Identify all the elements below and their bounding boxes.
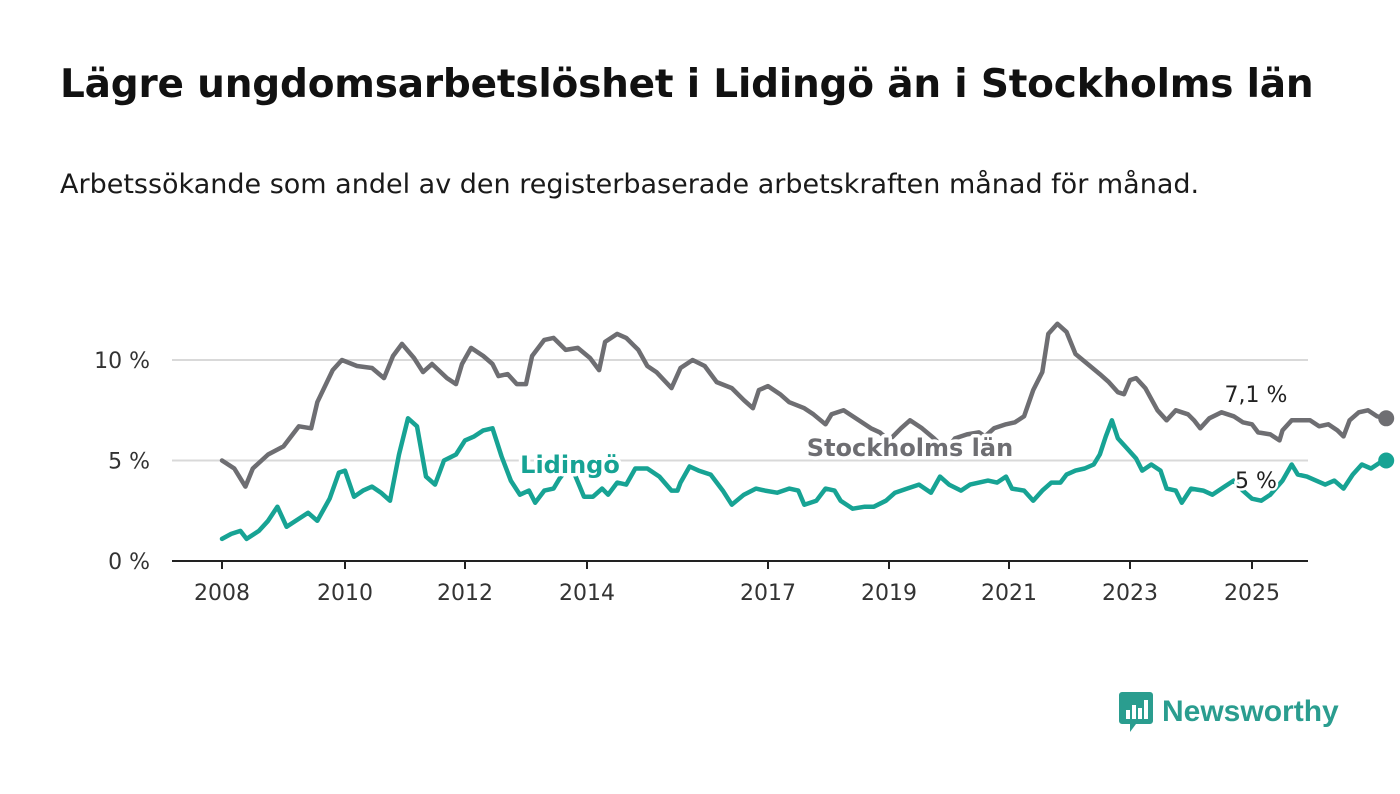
series-labels: Stockholms län Lidingö 7,1 % 5 % xyxy=(517,381,1290,497)
x-tick-label: 2017 xyxy=(740,581,796,606)
x-tick-label: 2012 xyxy=(437,581,493,606)
series-endpoint xyxy=(1378,410,1395,427)
y-tick-label: 10 % xyxy=(94,349,150,374)
x-tick-label: 2010 xyxy=(317,581,373,606)
x-tick-label: 2025 xyxy=(1224,581,1280,606)
series-endpoint xyxy=(1378,452,1395,469)
series-line-stockholms-lan xyxy=(219,321,1389,489)
chart-subtitle: Arbetssökande som andel av den registerb… xyxy=(60,169,1200,200)
series-name-label: Stockholms län xyxy=(807,434,1013,462)
y-axis: 0 % 5 % 10 % xyxy=(94,349,150,575)
y-tick-label: 5 % xyxy=(108,450,150,475)
y-tick-label: 0 % xyxy=(108,550,150,575)
x-tick-label: 2021 xyxy=(981,581,1037,606)
newsworthy-logo: Newsworthy xyxy=(1118,690,1339,734)
bar-chart-icon xyxy=(1119,692,1153,732)
brand-name: Newsworthy xyxy=(1162,695,1339,728)
x-tick-label: 2019 xyxy=(861,581,917,606)
x-tick-label: 2008 xyxy=(194,581,250,606)
x-axis: 2008 2010 2012 2014 2017 2019 2021 2023 2025 xyxy=(172,560,1308,606)
grid-lines xyxy=(172,359,1308,462)
series-lines xyxy=(219,321,1395,542)
end-value-label: 5 % xyxy=(1235,469,1277,494)
x-tick-label: 2023 xyxy=(1102,581,1158,606)
chart-title: Lägre ungdomsarbetslöshet i Lidingö än i… xyxy=(60,62,1314,107)
end-value-label: 7,1 % xyxy=(1225,383,1288,408)
series-line-lidingo xyxy=(219,416,1389,542)
x-tick-label: 2014 xyxy=(559,581,615,606)
series-name-label: Lidingö xyxy=(520,451,620,479)
